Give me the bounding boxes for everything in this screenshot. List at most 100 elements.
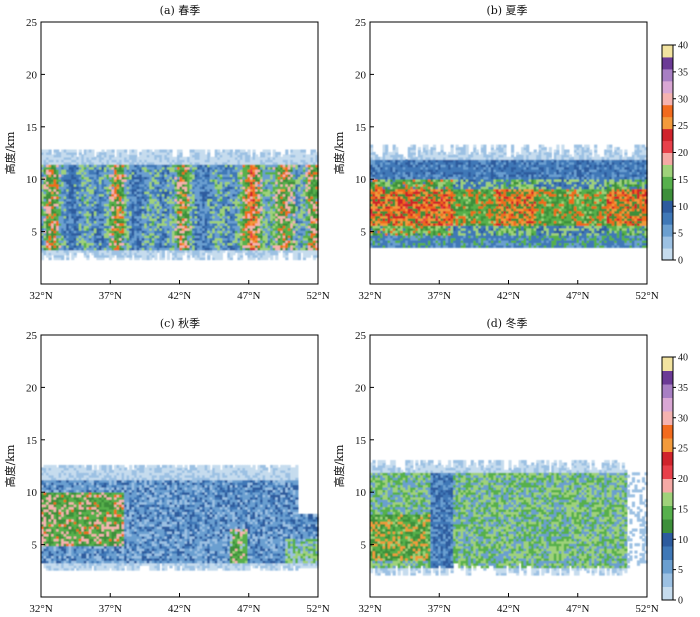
heat-cell [63,193,67,197]
heat-cell [58,183,62,187]
heat-cell [86,195,90,200]
heat-cell [131,230,135,234]
heat-cell [146,252,150,256]
heat-cell [43,156,47,160]
heat-cell [48,205,52,209]
heat-cell [68,178,72,182]
heat-cell [68,249,72,253]
heat-cell [91,208,95,212]
heat-cell [119,193,123,197]
heat-cell [73,169,77,173]
heat-cell [43,235,47,239]
heat-cell [43,203,47,207]
heat-cell [53,205,57,209]
heat-cell [101,193,105,197]
heat-cell [114,220,118,224]
heat-cell [159,193,163,197]
heat-cell [139,171,143,175]
heat-cell [48,193,52,197]
heat-cell [114,166,118,170]
heat-cell [134,225,138,229]
heat-cell [146,195,150,200]
heat-cell [146,247,150,251]
heat-cell [53,235,57,239]
heat-cell [88,195,92,200]
heat-cell [108,213,113,217]
heat-cell [91,249,95,253]
heat-cell [151,249,155,253]
heat-cell [119,151,123,155]
heat-cell [76,217,80,222]
heat-cell [149,159,153,163]
heat-cell [43,247,47,251]
heat-cell [141,225,145,229]
heat-cell [146,239,150,244]
heat-cell [121,149,125,153]
heat-cell [156,225,160,229]
heat-cell [141,171,145,175]
heat-cell [103,164,108,168]
heat-cell [131,183,135,187]
heat-cell [56,166,60,170]
heat-cell [126,178,130,182]
heat-cell [114,169,118,173]
heat-cell [48,198,52,202]
heat-cell [56,257,60,261]
heat-cell [83,198,87,202]
heat-cell [103,203,108,207]
heat-cell [126,244,130,248]
heat-cell [66,230,70,234]
heat-cell [91,159,95,163]
heat-cell [121,164,125,168]
heat-cell [126,186,130,190]
heat-cell [73,230,77,234]
heat-cell [43,232,47,236]
heat-cell [86,188,90,192]
heat-cell [86,227,90,231]
heat-cell [58,254,62,258]
heat-cell [88,210,92,214]
heat-cell [106,232,110,236]
heat-cell [116,149,120,153]
heat-cell [88,191,92,195]
heat-cell [48,176,52,180]
heat-cell [48,249,52,253]
heat-cell [41,193,45,197]
heat-cell [73,151,77,155]
heat-cell [51,249,55,253]
heat-cell [96,186,100,190]
heat-cell [161,237,165,241]
heat-cell [151,208,155,212]
heat-cell [48,235,52,239]
heat-cell [159,239,163,244]
heat-cell [154,159,158,163]
heat-cell [101,154,105,158]
heat-cell [151,159,155,163]
heat-cell [166,249,171,253]
heat-cell [129,220,133,224]
heat-cell [93,169,97,173]
heat-cell [131,169,135,173]
heat-cell [161,200,165,204]
heat-cell [144,217,148,222]
heat-cell [98,249,103,253]
heat-cell [68,186,72,190]
heat-cell [91,151,95,155]
heat-cell [43,222,47,226]
heat-cell [139,193,143,197]
heat-cell [129,213,133,217]
heat-cell [149,252,153,256]
heat-cell [86,230,90,234]
heat-cell [43,154,47,158]
heat-cell [41,252,45,256]
heat-cell [78,239,82,244]
heat-cell [136,217,140,222]
heat-cell [81,173,85,178]
heat-cell [41,227,45,231]
heat-cell [101,161,105,165]
heat-cell [63,225,67,229]
heat-cell [108,235,113,239]
heat-cell [46,195,50,200]
heat-cell [86,257,90,261]
heat-cell [101,230,105,234]
